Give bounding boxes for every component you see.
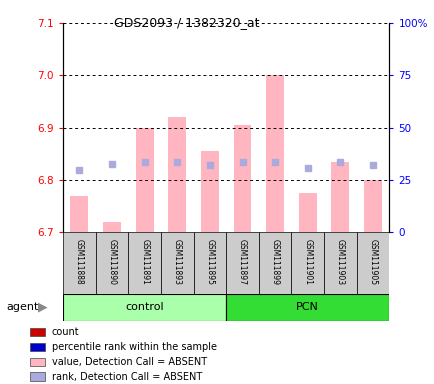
Bar — [63, 232, 95, 294]
Bar — [30, 358, 45, 366]
Text: GSM111893: GSM111893 — [172, 239, 181, 285]
Text: agent: agent — [7, 302, 39, 312]
Bar — [70, 196, 88, 232]
Bar — [323, 232, 356, 294]
Text: value, Detection Call = ABSENT: value, Detection Call = ABSENT — [52, 357, 207, 367]
Bar — [30, 372, 45, 381]
Bar — [103, 222, 121, 232]
Text: GSM111895: GSM111895 — [205, 239, 214, 285]
Bar — [298, 193, 316, 232]
Text: GSM111905: GSM111905 — [368, 239, 377, 285]
Bar — [363, 180, 381, 232]
Text: GSM111903: GSM111903 — [335, 239, 344, 285]
Bar — [168, 117, 186, 232]
Bar — [291, 232, 323, 294]
Bar — [30, 343, 45, 351]
Text: GSM111891: GSM111891 — [140, 239, 149, 285]
Text: control: control — [125, 302, 164, 312]
Text: GSM111897: GSM111897 — [237, 239, 247, 285]
Bar — [356, 232, 388, 294]
Bar — [226, 232, 258, 294]
Bar — [161, 232, 193, 294]
Text: ▶: ▶ — [38, 301, 47, 314]
Bar — [226, 294, 388, 321]
Text: PCN: PCN — [296, 302, 319, 312]
Text: GSM111899: GSM111899 — [270, 239, 279, 285]
Bar — [258, 232, 291, 294]
Bar — [266, 75, 283, 232]
Text: rank, Detection Call = ABSENT: rank, Detection Call = ABSENT — [52, 372, 202, 382]
Bar — [193, 232, 226, 294]
Bar — [63, 294, 226, 321]
Bar — [233, 125, 251, 232]
Text: GSM111901: GSM111901 — [302, 239, 312, 285]
Bar — [30, 328, 45, 336]
Bar — [135, 127, 153, 232]
Text: GSM111888: GSM111888 — [75, 239, 84, 285]
Bar — [331, 162, 349, 232]
Text: percentile rank within the sample: percentile rank within the sample — [52, 342, 217, 352]
Text: count: count — [52, 327, 79, 337]
Bar — [95, 232, 128, 294]
Bar — [128, 232, 161, 294]
Bar — [201, 151, 218, 232]
Text: GDS2093 / 1382320_at: GDS2093 / 1382320_at — [114, 16, 259, 29]
Text: GSM111890: GSM111890 — [107, 239, 116, 285]
